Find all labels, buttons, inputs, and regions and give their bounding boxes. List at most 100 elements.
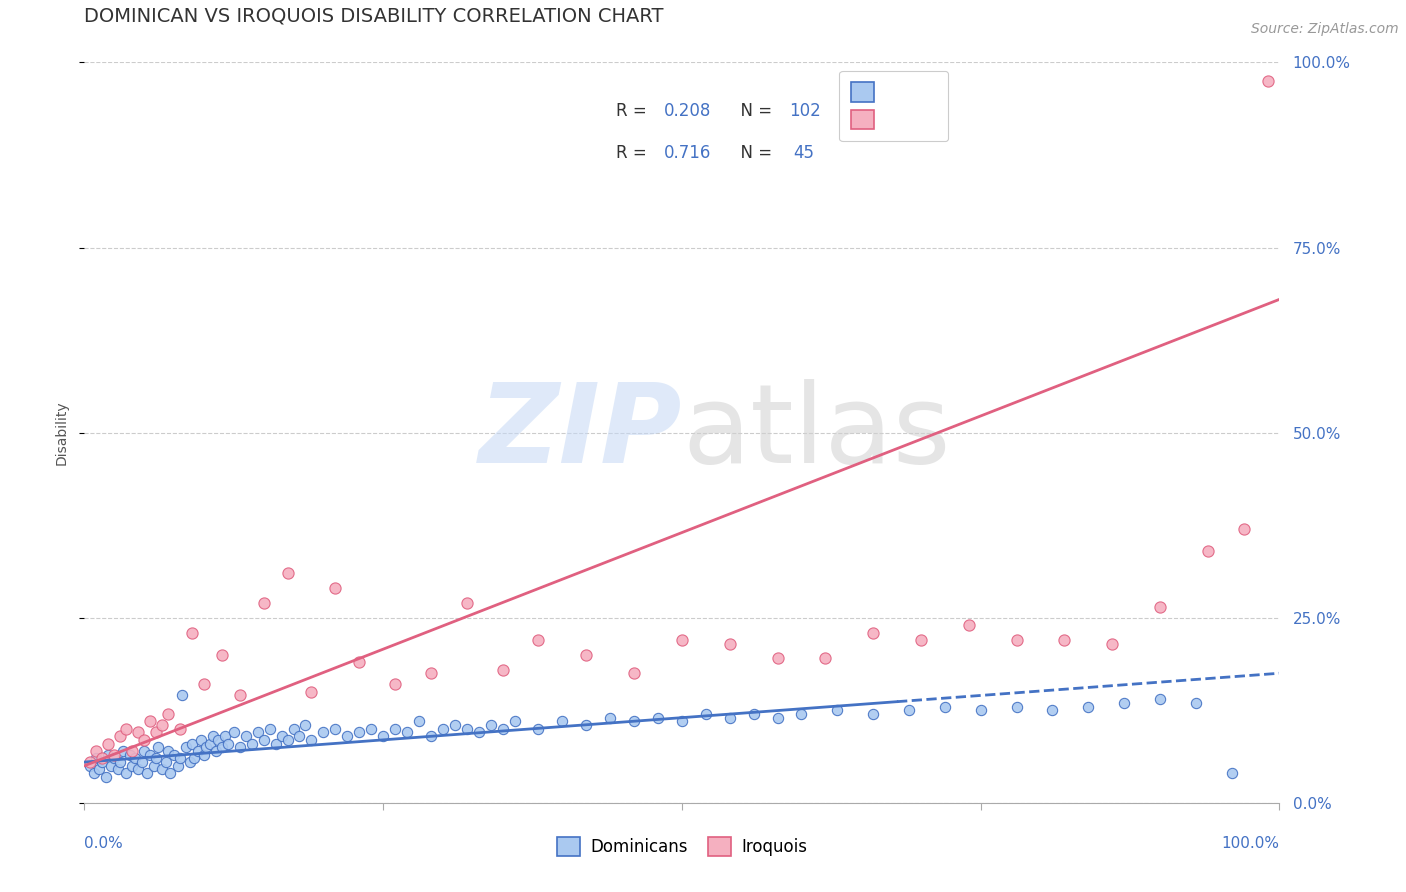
Point	[934, 699, 956, 714]
Point	[766, 711, 789, 725]
Point	[253, 732, 276, 747]
Point	[1233, 522, 1256, 536]
Point	[277, 566, 299, 581]
Point	[1101, 637, 1123, 651]
Point	[898, 703, 921, 717]
Point	[814, 651, 837, 665]
Point	[205, 744, 228, 758]
Point	[970, 703, 993, 717]
Text: 45: 45	[793, 144, 814, 161]
Point	[270, 729, 292, 743]
Point	[1005, 699, 1028, 714]
Point	[124, 751, 146, 765]
Point	[139, 747, 162, 762]
Text: atlas: atlas	[682, 379, 950, 486]
Point	[235, 729, 257, 743]
Point	[862, 625, 884, 640]
Point	[172, 689, 194, 703]
Point	[97, 737, 120, 751]
Point	[599, 711, 621, 725]
Text: 100.0%: 100.0%	[1222, 836, 1279, 851]
Point	[240, 737, 263, 751]
Point	[163, 747, 186, 762]
Point	[420, 666, 443, 681]
Point	[127, 725, 149, 739]
Text: ZIP: ZIP	[478, 379, 682, 486]
Point	[718, 637, 741, 651]
Point	[87, 763, 110, 777]
Point	[181, 625, 204, 640]
Point	[83, 766, 105, 780]
Text: DOMINICAN VS IROQUOIS DISABILITY CORRELATION CHART: DOMINICAN VS IROQUOIS DISABILITY CORRELA…	[84, 6, 664, 25]
Point	[259, 722, 281, 736]
Point	[456, 596, 478, 610]
Point	[193, 747, 215, 762]
Point	[432, 722, 454, 736]
Point	[94, 770, 117, 784]
Point	[827, 703, 849, 717]
Point	[1005, 632, 1028, 647]
Point	[527, 722, 550, 736]
Point	[118, 747, 141, 762]
Point	[301, 685, 323, 699]
Point	[468, 725, 491, 739]
Point	[217, 737, 239, 751]
Point	[127, 763, 149, 777]
Point	[132, 732, 156, 747]
Point	[193, 677, 215, 691]
Point	[229, 689, 252, 703]
Point	[1185, 696, 1208, 710]
Point	[575, 648, 598, 662]
Point	[91, 755, 114, 769]
Point	[110, 729, 132, 743]
Point	[190, 732, 212, 747]
Point	[150, 718, 173, 732]
Text: Source: ZipAtlas.com: Source: ZipAtlas.com	[1251, 22, 1399, 37]
Point	[169, 751, 191, 765]
Text: 0.208: 0.208	[664, 102, 711, 120]
Point	[373, 729, 395, 743]
Text: R =: R =	[616, 102, 652, 120]
Point	[135, 766, 157, 780]
Point	[91, 751, 114, 765]
Point	[492, 663, 515, 677]
Point	[264, 737, 287, 751]
Point	[420, 729, 443, 743]
Point	[336, 729, 359, 743]
Point	[187, 744, 209, 758]
Point	[957, 618, 980, 632]
Point	[195, 740, 218, 755]
Point	[492, 722, 515, 736]
Point	[1257, 74, 1279, 88]
Point	[349, 725, 371, 739]
Point	[97, 747, 120, 762]
Point	[132, 744, 156, 758]
Point	[211, 740, 233, 755]
Point	[139, 714, 162, 729]
Point	[79, 758, 101, 772]
Point	[312, 725, 335, 739]
Point	[294, 718, 316, 732]
Point	[198, 737, 221, 751]
Point	[214, 729, 236, 743]
Point	[384, 722, 406, 736]
Point	[222, 725, 245, 739]
Point	[349, 655, 371, 669]
Point	[408, 714, 430, 729]
Point	[79, 755, 101, 769]
Point	[179, 755, 201, 769]
Point	[157, 744, 180, 758]
Point	[142, 758, 165, 772]
Point	[131, 755, 153, 769]
Text: N =: N =	[730, 144, 778, 161]
Point	[103, 751, 125, 765]
Point	[384, 677, 406, 691]
Point	[181, 737, 204, 751]
Point	[211, 648, 233, 662]
Point	[910, 632, 932, 647]
Point	[1114, 696, 1136, 710]
Point	[110, 755, 132, 769]
Text: 102: 102	[790, 102, 821, 120]
Point	[107, 763, 129, 777]
Point	[174, 740, 197, 755]
